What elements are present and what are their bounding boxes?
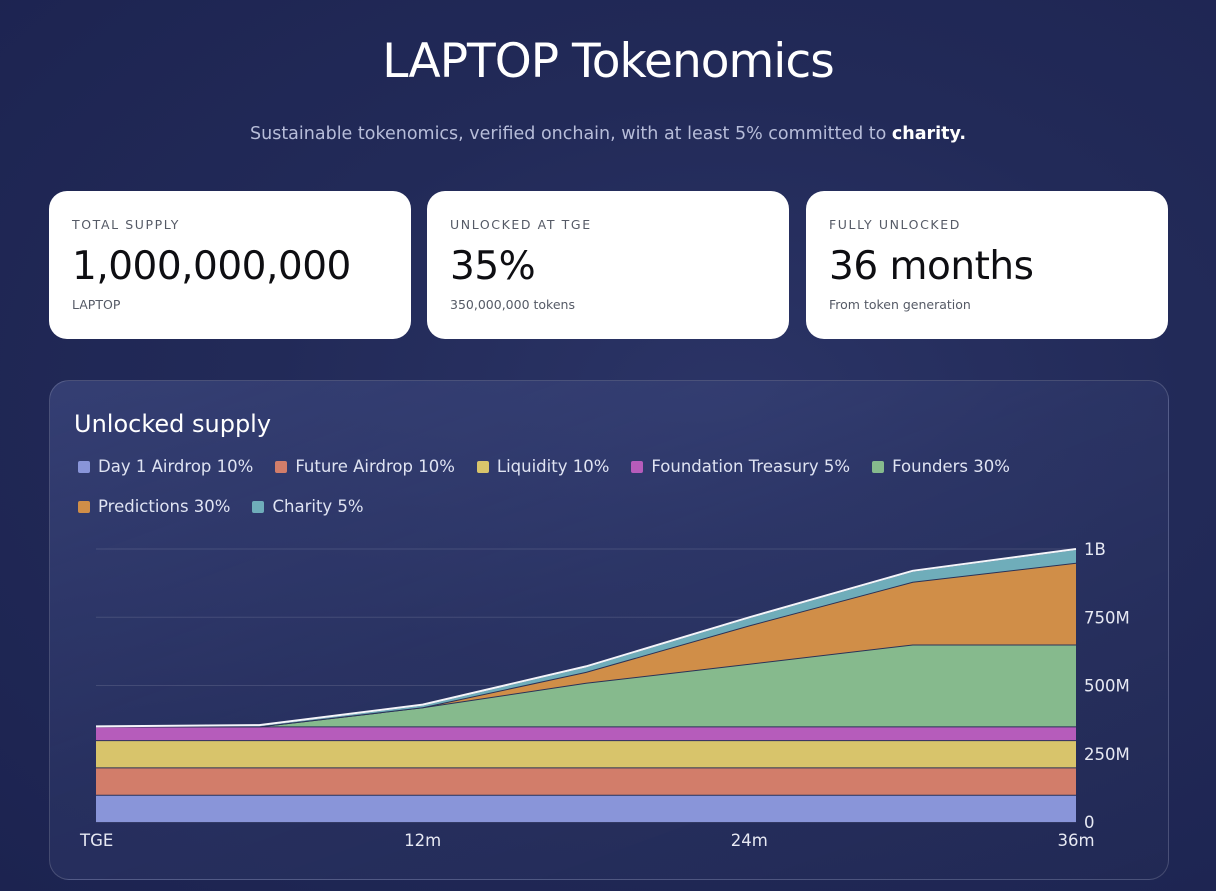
stat-label: TOTAL SUPPLY xyxy=(72,217,180,232)
legend-row: Predictions 30% Charity 5% xyxy=(78,497,1078,537)
legend-swatch xyxy=(78,500,90,513)
stat-value: 35% xyxy=(450,244,536,289)
legend-item[interactable]: Foundation Treasury 5% xyxy=(631,457,850,476)
legend-swatch xyxy=(872,460,885,473)
stacked-area-chart: 0 250M 500M 750M 1B TGE 12m 24m 36m xyxy=(79,540,1130,850)
series-3 xyxy=(96,725,1076,741)
legend-item[interactable]: Future Airdrop 10% xyxy=(275,457,455,476)
legend-label: Day 1 Airdrop 10% xyxy=(98,457,254,476)
legend-swatch xyxy=(476,460,489,473)
legend-swatch xyxy=(631,460,644,473)
legend-label: Charity 5% xyxy=(272,497,364,516)
chart-legend: Day 1 Airdrop 10% Future Airdrop 10% Liqui… xyxy=(78,457,1078,537)
area-day-1-airdrop-10 xyxy=(96,794,1076,822)
legend-item[interactable]: Day 1 Airdrop 10% xyxy=(78,457,253,476)
area-future-airdrop-10 xyxy=(96,767,1076,795)
area-charity-5 xyxy=(96,549,1076,727)
legend-item[interactable]: Charity 5% xyxy=(252,497,364,516)
series-1 xyxy=(96,766,1076,795)
stat-label: UNLOCKED AT TGE xyxy=(450,217,592,232)
stat-label: FULLY UNLOCKED xyxy=(829,217,961,232)
x-tick-label: 12m xyxy=(404,831,441,850)
area-foundation-treasury-5 xyxy=(96,726,1076,741)
legend-item[interactable]: Liquidity 10% xyxy=(476,457,610,476)
stat-subtext: From token generation xyxy=(829,297,971,312)
unlocked-supply-chart-card: Unlocked supply Day 1 Airdrop 10% Future … xyxy=(49,380,1169,880)
legend-item[interactable]: Predictions 30% xyxy=(78,497,230,516)
y-tick-label: 500M xyxy=(1084,677,1130,696)
legend-swatch xyxy=(252,500,265,513)
series-0 xyxy=(96,793,1076,822)
legend-label: Future Airdrop 10% xyxy=(295,457,455,476)
y-tick-label: 1B xyxy=(1084,540,1106,559)
legend-item[interactable]: Founders 30% xyxy=(872,457,1010,476)
y-tick-label: 0 xyxy=(1084,813,1095,832)
chart-title: Unlocked supply xyxy=(74,410,272,438)
legend-swatch xyxy=(78,460,90,473)
subtitle-charity-emphasis: charity. xyxy=(891,124,966,144)
total-supply-outline xyxy=(95,548,1077,728)
stat-card-unlocked-at-tge: UNLOCKED AT TGE 35% 350,000,000 tokens xyxy=(427,191,789,339)
stat-value: 1,000,000,000 xyxy=(72,244,351,289)
stat-subtext: LAPTOP xyxy=(72,297,121,312)
legend-label: Foundation Treasury 5% xyxy=(651,457,851,476)
legend-label: Liquidity 10% xyxy=(496,457,610,476)
x-tick-label: 24m xyxy=(731,831,768,850)
area-liquidity-10 xyxy=(96,740,1076,768)
y-tick-label: 250M xyxy=(1084,745,1130,764)
y-tick-label: 750M xyxy=(1084,608,1130,627)
series-2 xyxy=(96,739,1076,768)
area-founders-30 xyxy=(96,644,1076,727)
x-tick-label: TGE xyxy=(79,831,113,850)
stat-subtext: 350,000,000 tokens xyxy=(450,297,575,312)
legend-row: Day 1 Airdrop 10% Future Airdrop 10% Liqui… xyxy=(78,457,1078,497)
page-subtitle: Sustainable tokenomics, verified onchain… xyxy=(0,124,1216,144)
subtitle-text: Sustainable tokenomics, verified onchain… xyxy=(250,124,892,144)
stat-card-fully-unlocked: FULLY UNLOCKED 36 months From token gene… xyxy=(806,191,1168,339)
legend-label: Founders 30% xyxy=(892,457,1010,476)
legend-swatch xyxy=(275,460,288,473)
stat-value: 36 months xyxy=(829,244,1034,289)
legend-label: Predictions 30% xyxy=(98,497,231,516)
x-tick-label: 36m xyxy=(1057,831,1094,850)
stat-card-total-supply: TOTAL SUPPLY 1,000,000,000 LAPTOP xyxy=(49,191,411,339)
page-title: LAPTOP Tokenomics xyxy=(382,34,834,89)
